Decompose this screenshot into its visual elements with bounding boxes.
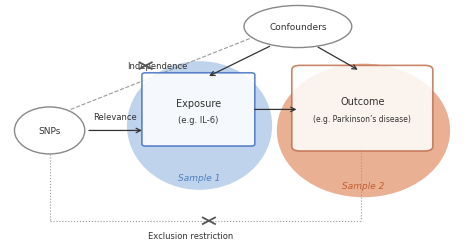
Ellipse shape (277, 64, 450, 198)
FancyBboxPatch shape (292, 66, 433, 151)
Ellipse shape (244, 7, 352, 48)
Text: (e.g. IL-6): (e.g. IL-6) (178, 115, 219, 124)
Text: Outcome: Outcome (340, 96, 384, 106)
Text: (e.g. Parkinson’s disease): (e.g. Parkinson’s disease) (313, 114, 411, 123)
Text: Confounders: Confounders (269, 23, 327, 32)
Text: Exposure: Exposure (176, 99, 221, 109)
Text: Exclusion restriction: Exclusion restriction (147, 231, 233, 240)
Text: Relevance: Relevance (93, 112, 137, 121)
Text: Sample 1: Sample 1 (178, 174, 221, 183)
Text: Sample 2: Sample 2 (342, 181, 385, 190)
Text: SNPs: SNPs (38, 127, 61, 135)
Ellipse shape (15, 108, 85, 154)
FancyBboxPatch shape (142, 74, 255, 146)
Ellipse shape (127, 62, 272, 190)
Text: Independence: Independence (127, 61, 187, 71)
